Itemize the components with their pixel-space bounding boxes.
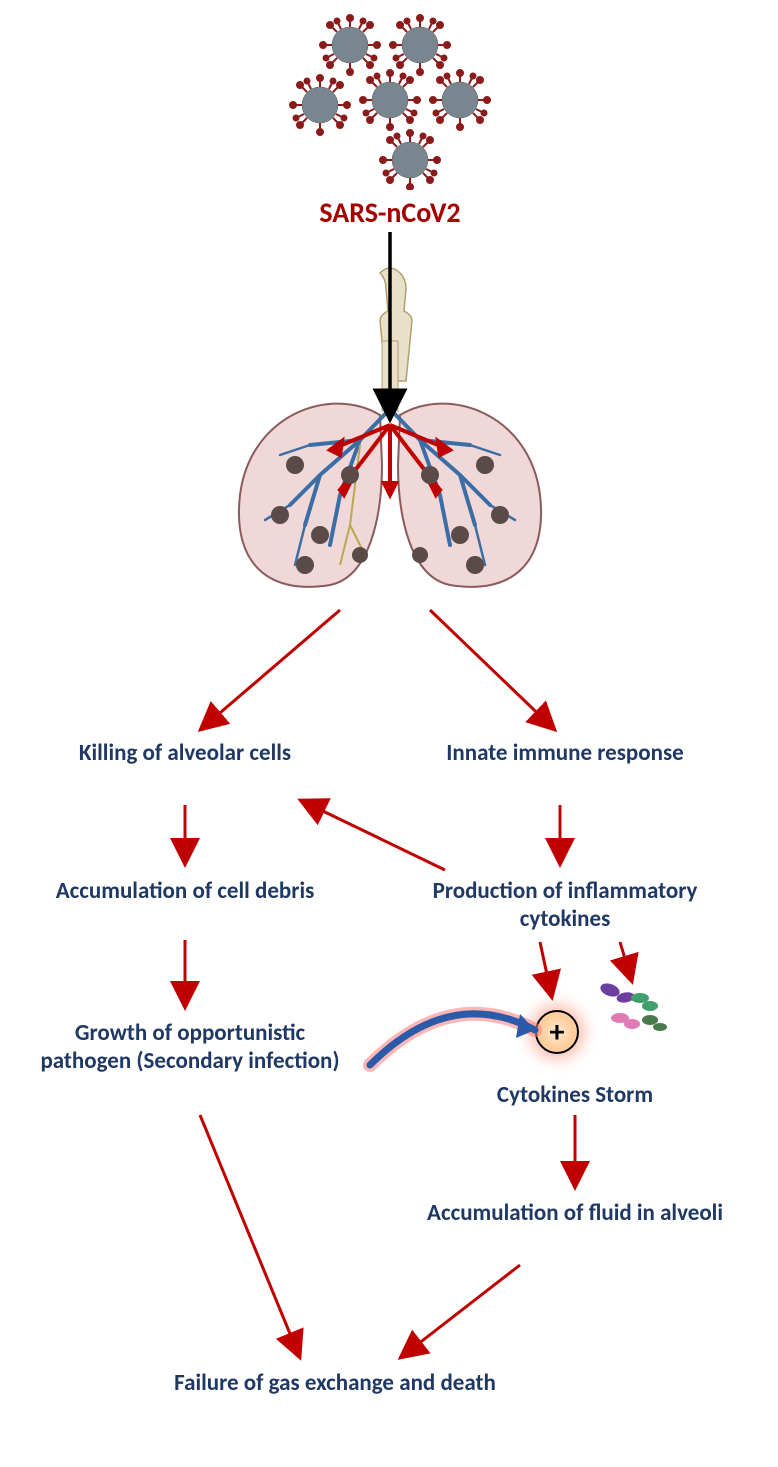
- node-accumulation-fluid: Accumulation of fluid in alveoli: [420, 1200, 730, 1228]
- plus-symbol: +: [550, 1014, 565, 1051]
- virus-title: SARS-nCoV2: [260, 196, 520, 230]
- node-innate: Innate immune response: [445, 740, 685, 768]
- node-growth-pathogen: Growth of opportunistic pathogen (Second…: [40, 1020, 340, 1075]
- node-production-cytokines: Production of inflammatory cytokines: [400, 878, 730, 933]
- node-cytokines-storm: Cytokines Storm: [470, 1082, 680, 1110]
- node-failure: Failure of gas exchange and death: [170, 1370, 500, 1398]
- virus-cluster: [280, 10, 510, 190]
- node-accumulation-debris: Accumulation of cell debris: [55, 878, 315, 906]
- plus-marker: +: [535, 1010, 579, 1054]
- node-killing: Killing of alveolar cells: [60, 740, 310, 768]
- lungs-graphic: [210, 265, 570, 605]
